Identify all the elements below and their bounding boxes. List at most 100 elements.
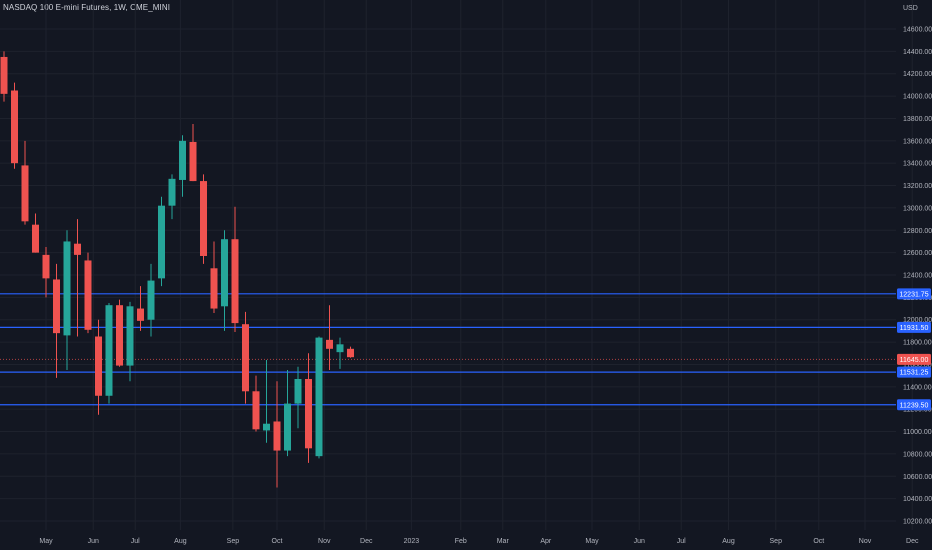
candle-body: [137, 308, 144, 321]
x-tick-label: May: [585, 538, 599, 545]
y-tick-label: 10200.00: [903, 519, 932, 526]
candle-body: [263, 423, 270, 431]
candle-body: [158, 205, 165, 279]
y-tick-label: 14000.00: [903, 94, 932, 101]
candle-down: [137, 286, 144, 331]
level-label: 11931.50: [900, 325, 929, 332]
candle-up: [168, 174, 176, 220]
candle-body: [294, 378, 302, 404]
candle-body: [63, 241, 71, 336]
candle-up: [63, 230, 71, 371]
y-tick-label: 13600.00: [903, 138, 932, 145]
x-tick-label: 2023: [404, 538, 420, 545]
candle-down: [42, 247, 50, 298]
candle-body: [0, 56, 8, 94]
y-tick-label: 14400.00: [903, 49, 932, 56]
candle-down: [273, 381, 281, 488]
x-tick-label: Apr: [540, 538, 552, 545]
candle-body: [347, 348, 354, 358]
x-tick-label: Dec: [906, 538, 919, 545]
candle-body: [105, 305, 113, 396]
candle-up: [284, 370, 291, 457]
candle-up: [147, 263, 155, 337]
candle-body: [210, 268, 218, 309]
candle-body: [179, 140, 186, 180]
y-tick-label: 12000.00: [903, 317, 932, 324]
y-tick-label: 10800.00: [903, 451, 932, 458]
candle-up: [315, 336, 323, 459]
y-tick-label: 12600.00: [903, 250, 932, 257]
candle-body: [200, 181, 207, 256]
x-tick-label: Dec: [360, 538, 373, 545]
y-tick-label: 11400.00: [903, 384, 932, 391]
level-label-bg: [897, 399, 931, 411]
candle-body: [326, 339, 333, 349]
y-tick-label: 13000.00: [903, 205, 932, 212]
x-tick-label: Sep: [227, 538, 240, 545]
y-tick-label: 11000.00: [903, 429, 932, 436]
y-tick-label: 13800.00: [903, 116, 932, 123]
candle-up: [126, 301, 134, 382]
candle-up: [294, 366, 302, 429]
y-tick-label: 12800.00: [903, 228, 932, 235]
x-tick-label: Feb: [455, 538, 467, 545]
level-label: 12231.75: [899, 291, 928, 298]
candle-up: [158, 196, 165, 287]
candle-down: [95, 319, 102, 415]
candle-down: [11, 82, 18, 169]
currency-label: USD: [903, 5, 918, 12]
candle-down: [252, 375, 260, 432]
candle-up: [263, 359, 270, 443]
candle-body: [116, 305, 123, 366]
grid: [0, 0, 913, 530]
candle-body: [284, 403, 291, 451]
candle-body: [84, 260, 92, 330]
x-tick-label: Aug: [722, 538, 735, 545]
y-tick-label: 13400.00: [903, 161, 932, 168]
candle-down: [74, 219, 81, 337]
candle-down: [32, 213, 39, 253]
x-tick-label: Jul: [131, 538, 140, 545]
y-tick-label: 11600.00: [903, 362, 932, 369]
candle-body: [11, 90, 18, 164]
candle-body: [242, 324, 249, 392]
candle-body: [95, 336, 102, 396]
candle-body: [336, 344, 344, 353]
candle-down: [0, 51, 8, 102]
x-tick-label: Oct: [813, 538, 824, 545]
candle-up: [179, 135, 186, 197]
candle-down: [231, 206, 239, 333]
y-tick-label: 10400.00: [903, 496, 932, 503]
x-tick-label: Jun: [634, 538, 645, 545]
x-tick-label: Jul: [677, 538, 686, 545]
candle-down: [200, 174, 207, 264]
x-tick-label: Mar: [497, 538, 510, 545]
level-label-bg: [897, 321, 931, 333]
candle-down: [53, 263, 60, 378]
candle-body: [221, 239, 228, 307]
candle-down: [189, 124, 197, 182]
candle-down: [305, 353, 312, 463]
x-tick-label: Oct: [272, 538, 283, 545]
time-axis[interactable]: May Jun Jul Aug Sep Oct Nov Dec 2023 Feb Mar Apr May…: [39, 538, 919, 545]
candle-body: [189, 141, 197, 182]
x-tick-label: Nov: [859, 538, 872, 545]
candle-up: [105, 302, 113, 404]
x-tick-label: Aug: [174, 538, 187, 545]
candle-body: [74, 243, 81, 255]
candle-body: [126, 306, 134, 366]
current-price-label: 11645.00: [900, 357, 929, 364]
price-labels: 12231.75 11931.50 11531.25 11239.50 11645.00: [897, 288, 931, 411]
level-label-bg: [897, 288, 931, 300]
price-axis[interactable]: USD 10200.00 10400.00 10600.00 10800.00 1100…: [903, 5, 932, 526]
candles: [0, 51, 354, 488]
candle-body: [53, 279, 60, 334]
y-tick-label: 13200.00: [903, 183, 932, 190]
y-tick-label: 12400.00: [903, 273, 932, 280]
candle-body: [315, 337, 323, 457]
candle-down: [21, 140, 29, 225]
candle-down: [84, 252, 92, 334]
candle-down: [210, 241, 218, 314]
